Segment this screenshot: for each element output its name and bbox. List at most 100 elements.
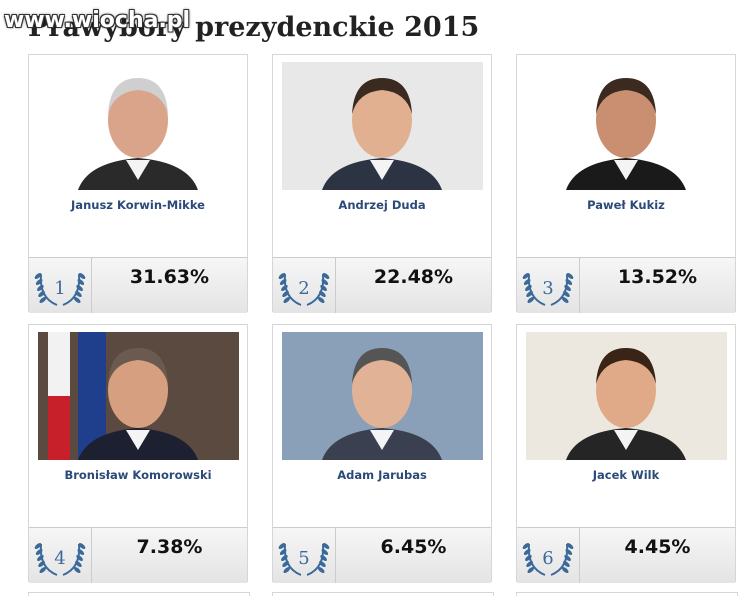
result-percent: 13.52%	[617, 266, 698, 288]
result-percent: 4.45%	[624, 536, 691, 558]
card-stub	[516, 592, 738, 596]
leaf	[73, 567, 81, 573]
candidate-card: Jacek Wilk 6 4.45%	[516, 324, 736, 583]
result-percent: 6.45%	[380, 536, 447, 558]
leaf	[78, 273, 86, 279]
rank-number: 4	[54, 548, 65, 569]
laurel-badge: 4	[34, 528, 92, 583]
card-stub	[28, 592, 250, 596]
leaf	[76, 555, 83, 561]
hair	[352, 78, 412, 114]
leaf	[527, 567, 535, 573]
leaf	[34, 543, 42, 549]
hair	[352, 348, 412, 384]
leaf	[75, 561, 82, 567]
candidate-photo	[38, 62, 239, 190]
result-percent: 7.38%	[136, 536, 203, 558]
candidate-photo	[282, 332, 483, 460]
leaf	[321, 279, 329, 285]
leaf	[281, 285, 288, 291]
candidate-name: Bronisław Komorowski	[64, 468, 212, 482]
leaf	[283, 567, 291, 573]
candidate-name: Janusz Korwin-Mikke	[71, 198, 205, 212]
collar	[370, 430, 394, 450]
rank-number: 2	[298, 278, 309, 299]
rank-number: 5	[298, 548, 309, 569]
leaf	[283, 297, 291, 303]
watermark: www.wiocha.pl	[4, 8, 191, 33]
head	[596, 82, 656, 158]
leaf	[526, 561, 533, 567]
leaf	[565, 279, 573, 285]
leaf	[37, 555, 44, 561]
leaf	[78, 543, 86, 549]
leaf	[77, 549, 85, 555]
leaf	[522, 273, 530, 279]
result-percent: 22.48%	[373, 266, 454, 288]
head	[596, 352, 656, 428]
leaf	[527, 297, 535, 303]
result-bar: 6 4.45%	[517, 527, 735, 583]
candidate-name: Jacek Wilk	[592, 468, 660, 482]
leaf	[564, 555, 571, 561]
leaf	[279, 549, 287, 555]
leaf	[39, 567, 47, 573]
leaf	[564, 285, 571, 291]
candidate-card: Adam Jarubas 5 6.45%	[272, 324, 492, 583]
leaf	[526, 291, 533, 297]
collar	[370, 160, 394, 180]
head	[108, 82, 168, 158]
leaf	[282, 561, 289, 567]
head	[352, 82, 412, 158]
candidate-photo	[526, 332, 727, 460]
candidate-card: Paweł Kukiz 3 13.52%	[516, 54, 736, 313]
leaf	[279, 279, 287, 285]
leaf	[561, 567, 569, 573]
candidate-photo	[38, 332, 239, 460]
candidate-name: Adam Jarubas	[337, 468, 427, 482]
leaf	[321, 549, 329, 555]
result-bar: 5 6.45%	[273, 527, 491, 583]
leaf	[561, 297, 569, 303]
page-title: Prawybory prezydenckie 2015	[28, 12, 480, 43]
head	[108, 352, 168, 428]
leaf	[278, 543, 286, 549]
leaf	[320, 285, 327, 291]
candidate-card: Bronisław Komorowski 4 7.38%	[28, 324, 248, 583]
result-bar: 1 31.63%	[29, 257, 247, 313]
collar	[614, 430, 638, 450]
leaf	[525, 555, 532, 561]
laurel-badge: 1	[34, 258, 92, 313]
card-stub	[272, 592, 494, 596]
head	[352, 352, 412, 428]
leaf	[35, 279, 43, 285]
leaf	[320, 555, 327, 561]
candidate-card: Andrzej Duda 2 22.48%	[272, 54, 492, 313]
laurel-badge: 2	[278, 258, 336, 313]
leaf	[76, 285, 83, 291]
collar	[126, 160, 150, 180]
leaf	[566, 273, 574, 279]
leaf	[39, 297, 47, 303]
candidate-photo	[526, 62, 727, 190]
leaf	[525, 285, 532, 291]
leaf	[282, 291, 289, 297]
leaf	[322, 273, 330, 279]
hair	[596, 78, 656, 114]
result-bar: 2 22.48%	[273, 257, 491, 313]
leaf	[523, 549, 531, 555]
leaf	[37, 285, 44, 291]
leaf	[278, 273, 286, 279]
leaf	[317, 297, 325, 303]
leaf	[317, 567, 325, 573]
candidate-photo	[282, 62, 483, 190]
rank-number: 6	[542, 548, 553, 569]
leaf	[522, 543, 530, 549]
hair	[596, 348, 656, 384]
laurel-badge: 6	[522, 528, 580, 583]
rank-number: 3	[542, 278, 553, 299]
leaf	[523, 279, 531, 285]
leaf	[322, 543, 330, 549]
laurel-badge: 3	[522, 258, 580, 313]
leaf	[73, 297, 81, 303]
